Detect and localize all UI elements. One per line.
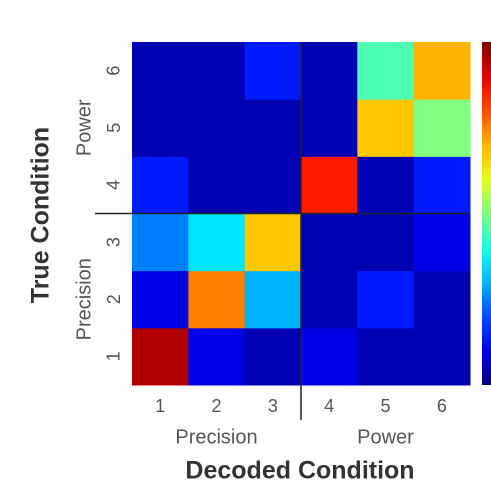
heatmap-cell	[357, 328, 414, 386]
heatmap-cell	[301, 42, 358, 100]
heatmap-cell	[132, 214, 189, 272]
y-group-label: Power	[73, 99, 95, 156]
heatmap-cell	[301, 99, 358, 157]
heatmap-cell	[357, 156, 414, 214]
x-axis-title: Decoded Condition	[185, 457, 414, 485]
heatmap-cell	[188, 42, 245, 100]
x-tick-label: 3	[268, 396, 278, 416]
heatmap-cell	[414, 214, 471, 272]
x-group-label: Precision	[175, 426, 257, 448]
heatmap-cell	[245, 271, 302, 329]
heatmap-cell	[414, 156, 471, 214]
y-axis-title: True Condition	[27, 127, 55, 303]
heatmap-cell	[357, 99, 414, 157]
x-tick-label: 1	[155, 396, 165, 416]
heatmap-cell	[188, 328, 245, 386]
heatmap-cell	[414, 328, 471, 386]
colorbar	[482, 42, 491, 385]
heatmap-cell	[245, 156, 302, 214]
x-tick-label: 6	[437, 396, 447, 416]
y-tick-label: 4	[104, 180, 124, 190]
heatmap-cell	[414, 271, 471, 329]
heatmap-cell	[245, 42, 302, 100]
heatmap-cell	[132, 42, 189, 100]
heatmap-cell	[301, 328, 358, 386]
y-tick-label: 3	[104, 237, 124, 247]
x-group-label: Power	[357, 426, 414, 448]
heatmap-cell	[188, 156, 245, 214]
heatmap-cell	[357, 214, 414, 272]
y-tick-label: 1	[104, 351, 124, 361]
heatmap-cell	[132, 99, 189, 157]
heatmap-cell	[132, 328, 189, 386]
heatmap-cell	[301, 271, 358, 329]
x-tick-label: 5	[380, 396, 390, 416]
heatmap-cell	[188, 99, 245, 157]
heatmap-cell	[301, 214, 358, 272]
heatmap-cell	[132, 156, 189, 214]
heatmap-cell	[132, 271, 189, 329]
heatmap-cell	[245, 214, 302, 272]
y-tick-label: 6	[104, 66, 124, 76]
y-tick-label: 2	[104, 294, 124, 304]
heatmap-cell	[245, 99, 302, 157]
x-tick-label: 2	[211, 396, 221, 416]
heatmap-cell	[414, 99, 471, 157]
y-tick-label: 5	[104, 123, 124, 133]
heatmap-cell	[188, 214, 245, 272]
chart: Decoded Condition True Condition 1 2 3 4 5 6 1…	[0, 0, 491, 502]
heatmap-cell	[414, 42, 471, 100]
y-group-label: Precision	[73, 258, 95, 340]
heatmap-cell	[357, 42, 414, 100]
heatmap-cell	[188, 271, 245, 329]
heatmap-cell	[357, 271, 414, 329]
heatmap-cell	[301, 156, 358, 214]
x-tick-label: 4	[324, 396, 334, 416]
heatmap-cell	[245, 328, 302, 386]
